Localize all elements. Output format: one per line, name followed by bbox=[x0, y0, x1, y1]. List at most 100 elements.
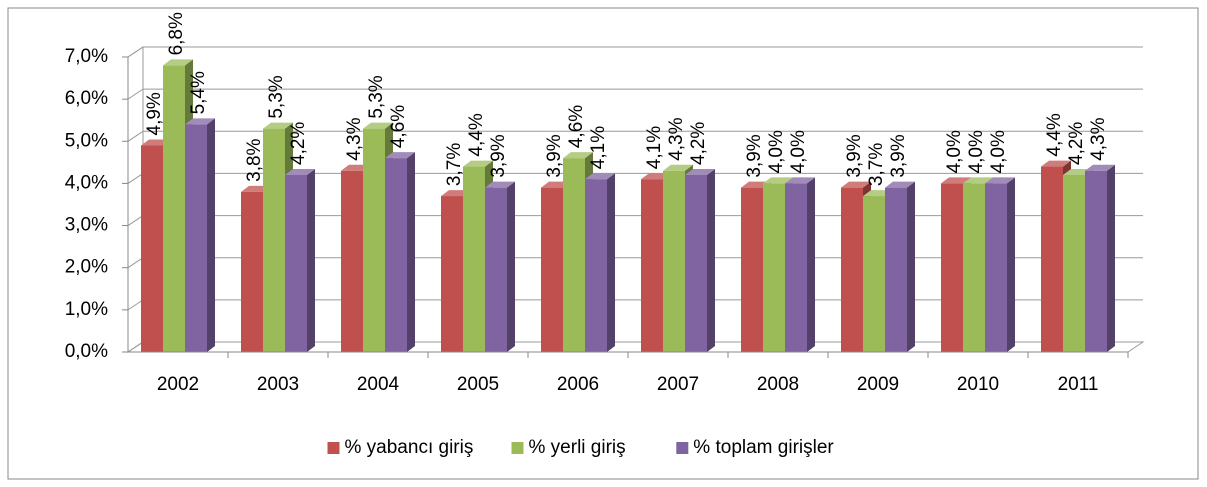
bar-top bbox=[885, 181, 915, 188]
bar-top bbox=[163, 59, 193, 66]
bar bbox=[541, 187, 563, 352]
data-label: 3,9% bbox=[488, 134, 509, 177]
bar-side bbox=[707, 169, 715, 352]
data-label: 4,3% bbox=[666, 117, 687, 160]
bar-top bbox=[263, 122, 293, 129]
bar bbox=[463, 166, 485, 352]
bar-3d bbox=[885, 181, 915, 352]
bar bbox=[363, 128, 385, 352]
data-label: 3,8% bbox=[244, 138, 265, 181]
bar-3d bbox=[385, 152, 415, 352]
bar bbox=[563, 158, 585, 352]
y-tick-label: 5,0% bbox=[65, 130, 108, 151]
bar bbox=[685, 175, 707, 352]
bar-side bbox=[807, 177, 815, 352]
bar bbox=[985, 183, 1007, 352]
bar-3d bbox=[585, 173, 615, 352]
data-label: 3,9% bbox=[888, 134, 909, 177]
data-label: 5,3% bbox=[366, 75, 387, 118]
data-label: 4,6% bbox=[388, 105, 409, 148]
grid-line-wall bbox=[127, 215, 144, 226]
bar-side bbox=[1107, 164, 1115, 352]
bar-side bbox=[907, 181, 915, 352]
bar bbox=[263, 128, 285, 352]
data-label: 4,0% bbox=[988, 130, 1009, 173]
legend-swatch bbox=[676, 442, 689, 454]
bar-3d bbox=[785, 177, 815, 352]
data-label: 4,2% bbox=[1066, 122, 1087, 165]
bar bbox=[741, 187, 763, 352]
data-label: 4,2% bbox=[288, 122, 309, 165]
data-label: 4,6% bbox=[566, 105, 587, 148]
bar-top bbox=[385, 152, 415, 159]
y-tick-label: 1,0% bbox=[65, 299, 108, 320]
data-label: 4,0% bbox=[966, 130, 987, 173]
data-label: 5,3% bbox=[266, 75, 287, 118]
bar-top bbox=[941, 177, 971, 184]
x-tick-label: 2003 bbox=[257, 374, 299, 395]
bar bbox=[385, 158, 407, 352]
bar-top bbox=[963, 177, 993, 184]
bar-side bbox=[207, 118, 215, 352]
data-label: 4,9% bbox=[144, 92, 165, 135]
legend-swatch bbox=[327, 442, 340, 454]
bar-top bbox=[485, 181, 515, 188]
bar bbox=[663, 170, 685, 352]
data-label: 4,4% bbox=[466, 113, 487, 156]
data-label: 4,0% bbox=[766, 130, 787, 173]
data-label: 6,8% bbox=[166, 12, 187, 55]
bar-side bbox=[407, 152, 415, 352]
bar-side bbox=[607, 173, 615, 352]
bar bbox=[341, 170, 363, 352]
bar bbox=[963, 183, 985, 352]
bar-3d bbox=[985, 177, 1015, 352]
bar-3d bbox=[685, 169, 715, 352]
bar-3d bbox=[485, 181, 515, 352]
x-tick-label: 2010 bbox=[957, 374, 999, 395]
grid-line-wall bbox=[127, 299, 144, 311]
bar bbox=[763, 183, 785, 352]
data-label: 4,1% bbox=[588, 126, 609, 169]
bar-top bbox=[785, 177, 815, 184]
data-label: 4,4% bbox=[1044, 113, 1065, 156]
bar-top bbox=[841, 181, 871, 188]
bar-top bbox=[463, 160, 493, 167]
x-tick-label: 2004 bbox=[357, 374, 400, 395]
grid-line-wall bbox=[127, 88, 144, 100]
bar bbox=[841, 187, 863, 352]
bar bbox=[885, 187, 907, 352]
bar bbox=[863, 196, 885, 352]
bar-top bbox=[985, 177, 1015, 184]
bar-top bbox=[363, 122, 393, 129]
bar-top bbox=[1041, 160, 1071, 167]
grid-line-wall bbox=[127, 341, 144, 353]
data-label: 3,7% bbox=[444, 143, 465, 186]
bar bbox=[241, 191, 263, 352]
x-tick-label: 2007 bbox=[657, 374, 699, 395]
data-label: 3,9% bbox=[544, 134, 565, 177]
data-label: 4,1% bbox=[644, 126, 665, 169]
x-tick-label: 2008 bbox=[757, 374, 799, 395]
bar bbox=[141, 145, 163, 352]
bar bbox=[941, 183, 963, 352]
data-label: 4,3% bbox=[1088, 117, 1109, 160]
bar-top bbox=[663, 164, 693, 171]
grid-line-wall bbox=[127, 46, 144, 58]
data-label: 4,3% bbox=[344, 117, 365, 160]
data-label: 4,0% bbox=[788, 130, 809, 173]
bar-3d bbox=[285, 169, 315, 352]
bar bbox=[1085, 170, 1107, 352]
y-tick-label: 3,0% bbox=[65, 215, 108, 236]
y-tick-label: 4,0% bbox=[65, 172, 108, 193]
bar-3d bbox=[185, 118, 215, 352]
data-label: 5,4% bbox=[188, 71, 209, 114]
x-tick-label: 2002 bbox=[157, 374, 199, 395]
bar-3d bbox=[1085, 164, 1115, 352]
x-tick-label: 2011 bbox=[1058, 374, 1099, 395]
bar-top bbox=[563, 152, 593, 159]
bar bbox=[163, 65, 185, 352]
y-tick-label: 7,0% bbox=[65, 46, 108, 67]
grid-line-wall bbox=[127, 173, 144, 184]
data-label: 3,9% bbox=[844, 134, 865, 177]
